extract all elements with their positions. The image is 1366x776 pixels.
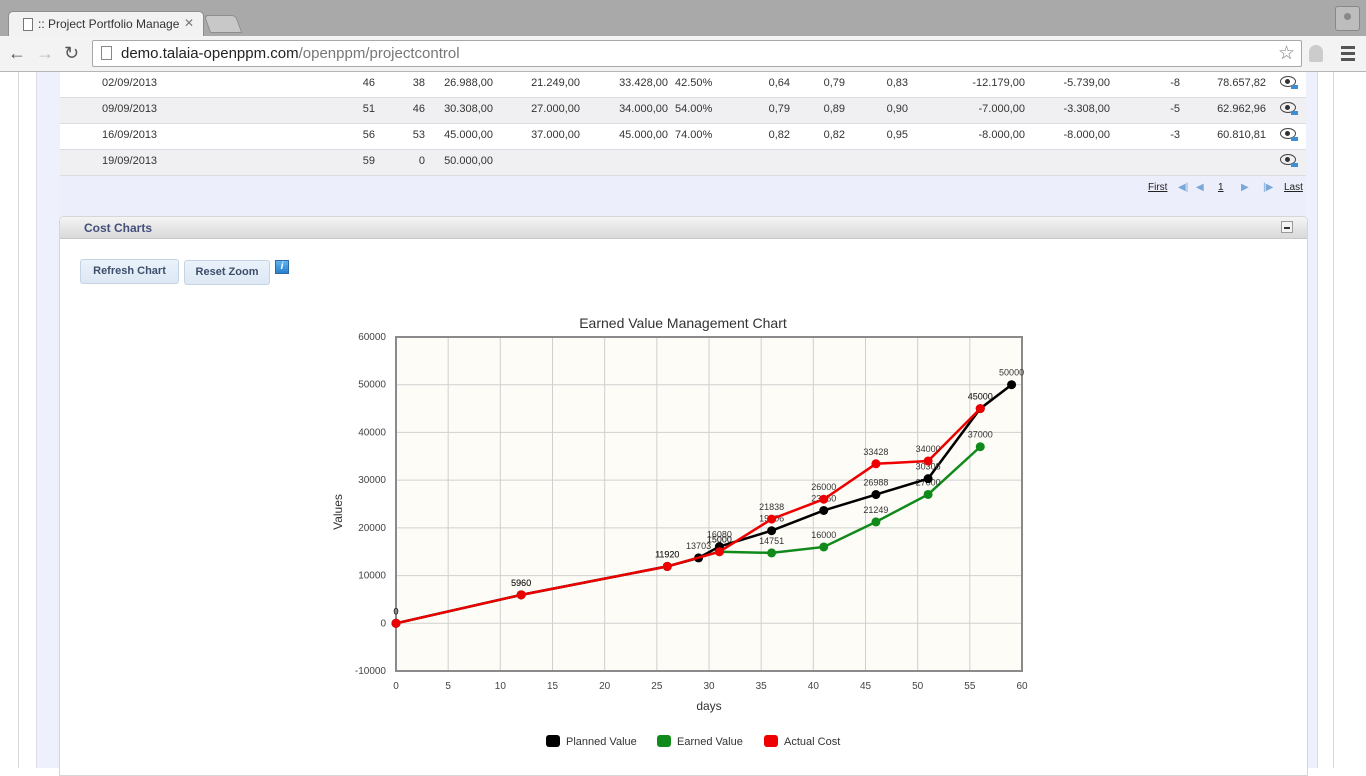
cell-pct: 74.00% xyxy=(675,129,713,141)
cell-spi: 0,82 xyxy=(768,129,790,141)
cell-pct: 54.00% xyxy=(675,103,713,115)
cell-c2: 46 xyxy=(412,103,425,115)
cell-ac: 34.000,00 xyxy=(619,103,668,115)
cell-eac: 78.657,82 xyxy=(1217,77,1266,89)
cell-c2: 38 xyxy=(412,77,425,89)
cell-ac: 45.000,00 xyxy=(619,129,668,141)
reload-icon[interactable]: ↻ xyxy=(64,43,80,63)
view-icon[interactable] xyxy=(1280,102,1298,115)
cell-x3: 0,90 xyxy=(886,103,908,115)
table-row[interactable]: 02/09/2013 46 38 26.988,00 21.249,00 33.428,0… xyxy=(60,72,1306,98)
close-tab-icon[interactable]: ✕ xyxy=(183,16,194,30)
cell-sd: -8 xyxy=(1170,77,1180,89)
cell-c1: 56 xyxy=(362,129,375,141)
cell-date: 19/09/2013 xyxy=(102,155,158,167)
cell-cpi: 0,82 xyxy=(823,129,845,141)
table-row[interactable]: 16/09/2013 56 53 45.000,00 37.000,00 45.000,0… xyxy=(60,124,1306,150)
cell-c1: 51 xyxy=(362,103,375,115)
page-icon xyxy=(23,18,33,31)
new-tab-button[interactable] xyxy=(203,15,243,33)
cost-charts-panel: Cost Charts Refresh Chart Reset Zoom i xyxy=(59,216,1308,776)
panel-title: Cost Charts xyxy=(84,221,153,235)
pager-prev-icon[interactable]: ◀ xyxy=(1196,182,1204,193)
cell-pv: 45.000,00 xyxy=(444,129,493,141)
cell-sd: -5 xyxy=(1170,103,1180,115)
cell-date: 09/09/2013 xyxy=(102,103,158,115)
cell-spi: 0,64 xyxy=(768,77,790,89)
cell-pv: 50.000,00 xyxy=(444,155,493,167)
panel-header[interactable]: Cost Charts xyxy=(60,217,1307,239)
cell-ev: 21.249,00 xyxy=(531,77,580,89)
browser-tab[interactable]: :: Project Portfolio Manage ✕ xyxy=(8,11,204,37)
bookmark-star-icon[interactable]: ☆ xyxy=(1277,43,1295,64)
table-row[interactable]: 09/09/2013 51 46 30.308,00 27.000,00 34.000,0… xyxy=(60,98,1306,124)
cell-cpi: 0,79 xyxy=(823,77,845,89)
cell-pv: 30.308,00 xyxy=(444,103,493,115)
cell-c2: 0 xyxy=(418,155,425,167)
cell-cv: -12.179,00 xyxy=(972,77,1025,89)
pager-last[interactable]: Last xyxy=(1284,182,1303,193)
cell-sv: -8.000,00 xyxy=(1063,129,1110,141)
cell-c1: 46 xyxy=(362,77,375,89)
cell-x3: 0,83 xyxy=(886,77,908,89)
cell-sv: -3.308,00 xyxy=(1063,103,1110,115)
view-icon[interactable] xyxy=(1280,76,1298,89)
cell-c1: 59 xyxy=(362,155,375,167)
forward-icon[interactable]: → xyxy=(36,43,54,63)
cell-cv: -7.000,00 xyxy=(978,103,1025,115)
table-row[interactable]: 19/09/2013 59 0 50.000,00 xyxy=(60,150,1306,176)
cell-eac: 60.810,81 xyxy=(1217,129,1266,141)
pager-page[interactable]: 1 xyxy=(1218,182,1224,193)
pager-next-icon[interactable]: ▶ xyxy=(1241,182,1249,193)
browser-tab-bar: :: Project Portfolio Manage ✕ xyxy=(0,0,1366,37)
cell-pv: 26.988,00 xyxy=(444,77,493,89)
extension-icon[interactable] xyxy=(1309,45,1323,62)
back-icon[interactable]: ← xyxy=(8,43,26,63)
page-icon xyxy=(101,46,112,60)
profile-icon[interactable] xyxy=(1335,6,1360,31)
cell-ac: 33.428,00 xyxy=(619,77,668,89)
menu-icon[interactable] xyxy=(1341,46,1355,64)
address-bar[interactable]: demo.talaia-openppm.com/openppm/projectc… xyxy=(92,40,1302,67)
cell-pct: 42.50% xyxy=(675,77,713,89)
cell-sv: -5.739,00 xyxy=(1063,77,1110,89)
url-path: /openppm/projectcontrol xyxy=(298,45,460,62)
cell-c2: 53 xyxy=(412,129,425,141)
cell-cv: -8.000,00 xyxy=(978,129,1025,141)
cell-cpi: 0,89 xyxy=(823,103,845,115)
collapse-icon[interactable] xyxy=(1281,221,1293,233)
pager-last-icon[interactable]: |▶ xyxy=(1263,182,1274,193)
info-icon[interactable]: i xyxy=(275,260,289,274)
pager-first[interactable]: First xyxy=(1148,182,1168,193)
page-content: 02/09/2013 46 38 26.988,00 21.249,00 33.428,0… xyxy=(0,72,1366,776)
cell-date: 02/09/2013 xyxy=(102,77,158,89)
cell-date: 16/09/2013 xyxy=(102,129,158,141)
cell-sd: -3 xyxy=(1170,129,1180,141)
view-icon[interactable] xyxy=(1280,128,1298,141)
cell-x3: 0,95 xyxy=(886,129,908,141)
cell-spi: 0,79 xyxy=(768,103,790,115)
cell-ev: 27.000,00 xyxy=(531,103,580,115)
cell-ev: 37.000,00 xyxy=(531,129,580,141)
url-domain: demo.talaia-openppm.com xyxy=(121,45,299,62)
reset-zoom-button[interactable]: Reset Zoom xyxy=(184,260,270,285)
view-icon[interactable] xyxy=(1280,154,1298,167)
browser-toolbar: ← → ↻ demo.talaia-openppm.com/openppm/pr… xyxy=(0,36,1366,72)
refresh-chart-button[interactable]: Refresh Chart xyxy=(80,259,179,284)
cell-eac: 62.962,96 xyxy=(1217,103,1266,115)
pager-first-icon[interactable]: ◀| xyxy=(1178,182,1189,193)
tab-title: :: Project Portfolio Manage xyxy=(38,17,180,31)
